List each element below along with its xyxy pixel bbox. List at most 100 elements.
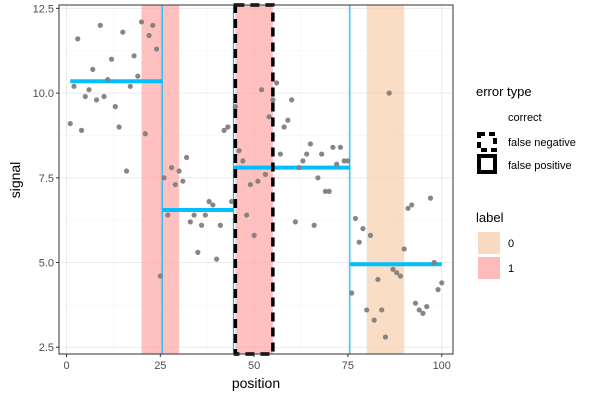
data-point <box>390 266 396 272</box>
data-point <box>397 273 404 279</box>
data-point <box>345 158 351 164</box>
data-point <box>394 270 400 276</box>
legend-label-correct: correct <box>508 112 542 124</box>
data-point <box>270 97 276 103</box>
data-point <box>146 32 152 39</box>
data-point <box>236 148 242 154</box>
data-point <box>304 151 310 157</box>
data-point <box>424 303 430 310</box>
data-point <box>180 178 186 184</box>
data-point <box>78 127 85 133</box>
plot-panel <box>58 3 454 356</box>
data-point <box>262 171 268 178</box>
data-point <box>251 232 257 239</box>
data-point <box>364 307 370 313</box>
data-point <box>356 239 362 245</box>
legend-entry-label-1: 1 <box>508 263 514 275</box>
data-point <box>311 222 317 228</box>
data-point <box>274 80 280 86</box>
data-point <box>67 120 73 127</box>
data-point <box>255 178 261 184</box>
legend-key-label-0 <box>478 232 500 254</box>
data-point <box>371 317 377 323</box>
data-point <box>108 56 115 62</box>
legend-key-label-1 <box>478 257 500 279</box>
data-point <box>341 158 347 164</box>
data-point <box>90 66 96 72</box>
data-point <box>337 144 344 150</box>
y-tick-label: 7.5 <box>39 173 54 185</box>
data-point <box>127 83 133 89</box>
data-point <box>405 205 411 211</box>
data-point <box>289 97 295 103</box>
data-point <box>439 280 445 286</box>
data-point <box>334 161 340 167</box>
data-point <box>202 212 208 218</box>
data-point <box>101 93 107 100</box>
data-points <box>67 19 445 340</box>
data-point <box>71 83 77 89</box>
data-point <box>191 212 197 218</box>
legend-key-correct <box>476 107 498 127</box>
data-point <box>352 215 359 222</box>
data-point <box>120 29 126 35</box>
data-point <box>229 198 235 205</box>
x-axis-ticks: 0 25 50 75 100 <box>63 354 451 372</box>
legend-label: label 0 1 <box>476 210 514 279</box>
data-point <box>386 90 392 96</box>
data-point <box>206 198 212 205</box>
data-point <box>86 87 92 93</box>
data-point <box>168 165 175 171</box>
x-tick-label: 25 <box>154 360 166 372</box>
data-point <box>131 53 137 59</box>
label-region-0 <box>366 5 405 354</box>
data-point <box>431 259 437 266</box>
data-point <box>412 300 419 306</box>
data-point <box>307 141 314 147</box>
data-point <box>116 124 122 130</box>
data-point <box>225 124 231 130</box>
legend-label-false-positive: false positive <box>508 160 572 172</box>
data-point <box>259 87 265 93</box>
label-regions <box>141 5 405 354</box>
data-point <box>82 93 88 100</box>
data-point <box>379 307 385 313</box>
data-point <box>367 232 374 239</box>
data-point <box>97 22 103 28</box>
data-point <box>281 124 287 130</box>
data-point <box>150 22 156 28</box>
label-region-1 <box>141 5 180 354</box>
data-point <box>195 249 201 255</box>
x-axis-title: position <box>232 375 280 391</box>
data-point <box>247 181 253 188</box>
data-point <box>416 307 422 313</box>
data-point <box>420 310 426 316</box>
x-tick-label: 50 <box>248 360 260 372</box>
label-region-1 <box>235 5 273 354</box>
data-point <box>112 104 118 110</box>
data-point <box>138 19 145 25</box>
data-point <box>322 188 329 194</box>
data-point <box>240 158 246 164</box>
data-point <box>161 175 167 181</box>
data-point <box>183 154 190 161</box>
data-point <box>123 168 130 174</box>
data-point <box>198 222 205 228</box>
data-point <box>187 219 193 225</box>
data-point <box>382 334 389 340</box>
data-point <box>401 246 407 252</box>
panel-border <box>58 4 454 355</box>
data-point <box>266 114 272 120</box>
legend-label-false-negative: false negative <box>508 137 576 149</box>
data-point <box>176 168 182 174</box>
data-point <box>319 151 325 157</box>
y-tick-label: 2.5 <box>39 342 54 354</box>
data-point <box>210 202 216 208</box>
data-point <box>232 104 238 110</box>
segment-means <box>70 79 442 267</box>
data-point <box>157 273 163 279</box>
y-tick-label: 10.0 <box>33 88 54 100</box>
data-point <box>153 46 160 52</box>
data-point <box>277 151 283 157</box>
data-point <box>330 144 336 150</box>
